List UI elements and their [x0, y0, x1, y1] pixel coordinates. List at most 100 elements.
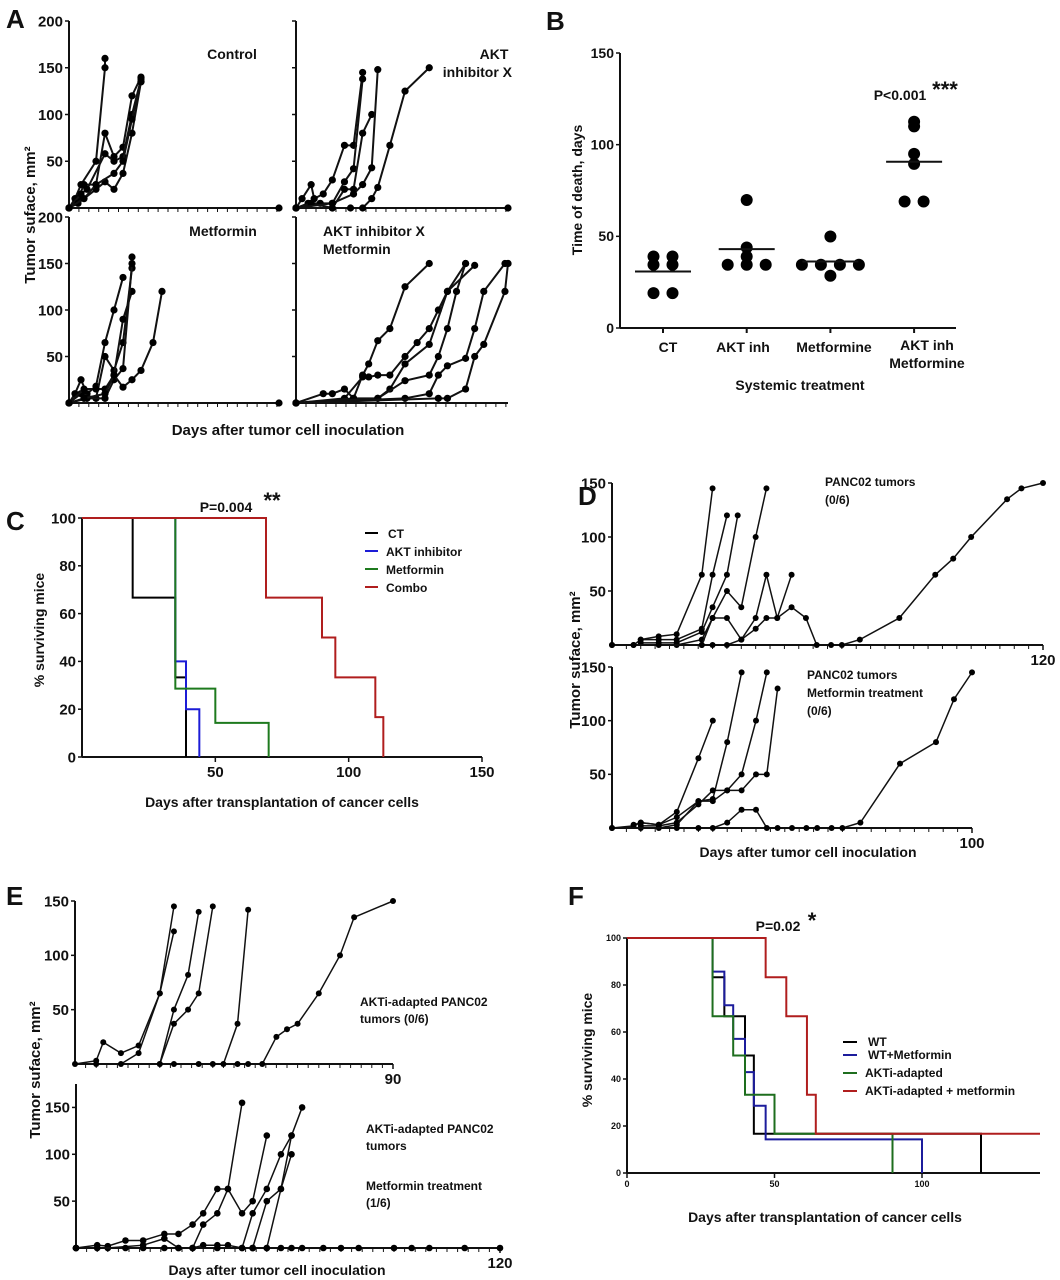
- growth-curve: [234, 898, 396, 1067]
- axes-B: 0 50 100 150: [591, 45, 956, 336]
- data-point: [461, 1244, 468, 1252]
- data-point: [723, 512, 730, 519]
- axes-A-akt: [292, 20, 508, 212]
- x-tick-label: 100: [336, 764, 361, 781]
- category-label-combo-line1: AKT inh: [900, 337, 954, 353]
- data-point: [401, 283, 409, 291]
- data-point: [139, 1244, 147, 1252]
- data-point: [695, 825, 702, 831]
- p-value-c: P=0.004: [200, 499, 253, 515]
- data-point: [655, 642, 662, 648]
- data-point: [214, 1244, 221, 1252]
- data-point: [101, 150, 109, 158]
- y-tick-label: 150: [44, 893, 69, 910]
- data-point: [346, 204, 355, 212]
- data-point: [413, 338, 421, 347]
- data-point: [245, 906, 252, 913]
- data-point: [209, 903, 216, 910]
- data-point: [856, 636, 863, 643]
- growth-curve: [275, 399, 283, 407]
- data-point-ct: [647, 287, 660, 300]
- data-point: [425, 390, 433, 398]
- curve-line: [295, 262, 430, 404]
- curve-line: [633, 672, 743, 826]
- growth-curve: [72, 1099, 246, 1252]
- curve-line: [640, 688, 779, 829]
- data-point: [83, 185, 91, 193]
- data-point: [170, 1020, 177, 1027]
- data-point: [897, 760, 903, 767]
- legend-label: WT+Metformin: [868, 1048, 952, 1062]
- data-point: [839, 825, 846, 831]
- data-point: [288, 1150, 295, 1158]
- curve-line: [640, 515, 728, 641]
- survival-curve-metformin: [82, 517, 270, 757]
- data-point: [425, 259, 433, 268]
- growth-curve: [637, 685, 781, 831]
- growth-curve: [65, 78, 145, 212]
- data-point: [195, 990, 202, 997]
- data-point: [504, 259, 512, 268]
- data-point: [709, 787, 716, 794]
- data-point: [119, 273, 127, 282]
- growth-curve: [249, 1132, 295, 1252]
- data-point: [724, 819, 731, 826]
- data-point: [753, 806, 759, 813]
- data-point: [401, 377, 409, 385]
- data-point: [951, 696, 957, 703]
- growth-curve: [292, 259, 470, 407]
- data-point: [763, 485, 770, 492]
- data-point: [92, 157, 100, 165]
- y-tick-label: 50: [53, 1193, 70, 1210]
- growth-curve: [609, 485, 716, 648]
- growth-curve: [93, 928, 177, 1067]
- data-point: [101, 54, 109, 63]
- data-point: [932, 571, 939, 578]
- data-point: [92, 385, 100, 393]
- data-point: [220, 1061, 227, 1067]
- data-point-akt-inh: [740, 250, 753, 263]
- data-point: [128, 253, 136, 261]
- significance-stars-c: **: [263, 488, 281, 513]
- panel-label-f: F: [568, 881, 584, 911]
- curve-line: [96, 931, 175, 1065]
- data-point: [368, 164, 376, 172]
- subplot-title-akt-line2: inhibitor X: [443, 64, 513, 80]
- y-tick-label: 50: [46, 154, 63, 171]
- data-point: [128, 376, 136, 384]
- data-point: [698, 629, 705, 636]
- data-point: [189, 1221, 196, 1228]
- data-point: [185, 971, 192, 978]
- data-point: [249, 1210, 256, 1217]
- data-point: [128, 92, 136, 100]
- data-point: [673, 808, 680, 815]
- data-point: [386, 141, 394, 149]
- data-point: [401, 394, 409, 402]
- significance-stars-b: ***: [932, 77, 958, 102]
- data-point: [359, 181, 367, 189]
- growth-curve: [72, 1104, 306, 1252]
- curve-line: [75, 1102, 243, 1249]
- growth-curve: [292, 259, 470, 407]
- curve-line: [251, 1135, 293, 1249]
- data-point: [738, 636, 745, 643]
- data-point: [156, 990, 163, 997]
- growth-curve: [630, 669, 745, 828]
- data-point: [788, 571, 795, 578]
- data-point: [273, 1033, 280, 1040]
- data-point: [471, 261, 479, 269]
- data-point: [950, 555, 957, 562]
- data-point: [359, 75, 367, 83]
- curve-line: [295, 262, 508, 404]
- data-point: [452, 287, 461, 295]
- data-point: [709, 485, 716, 492]
- y-tick-label: 100: [38, 107, 63, 124]
- legend-label: AKTi-adapted + metformin: [865, 1084, 1015, 1098]
- data-point: [933, 739, 939, 746]
- growth-curve: [275, 204, 283, 212]
- y-tick-label: 60: [611, 1027, 621, 1037]
- data-point: [386, 325, 394, 333]
- data-point: [319, 390, 327, 398]
- axes-A-combo: [292, 216, 508, 407]
- subplot-label-d-top: PANC02 tumors: [825, 475, 916, 489]
